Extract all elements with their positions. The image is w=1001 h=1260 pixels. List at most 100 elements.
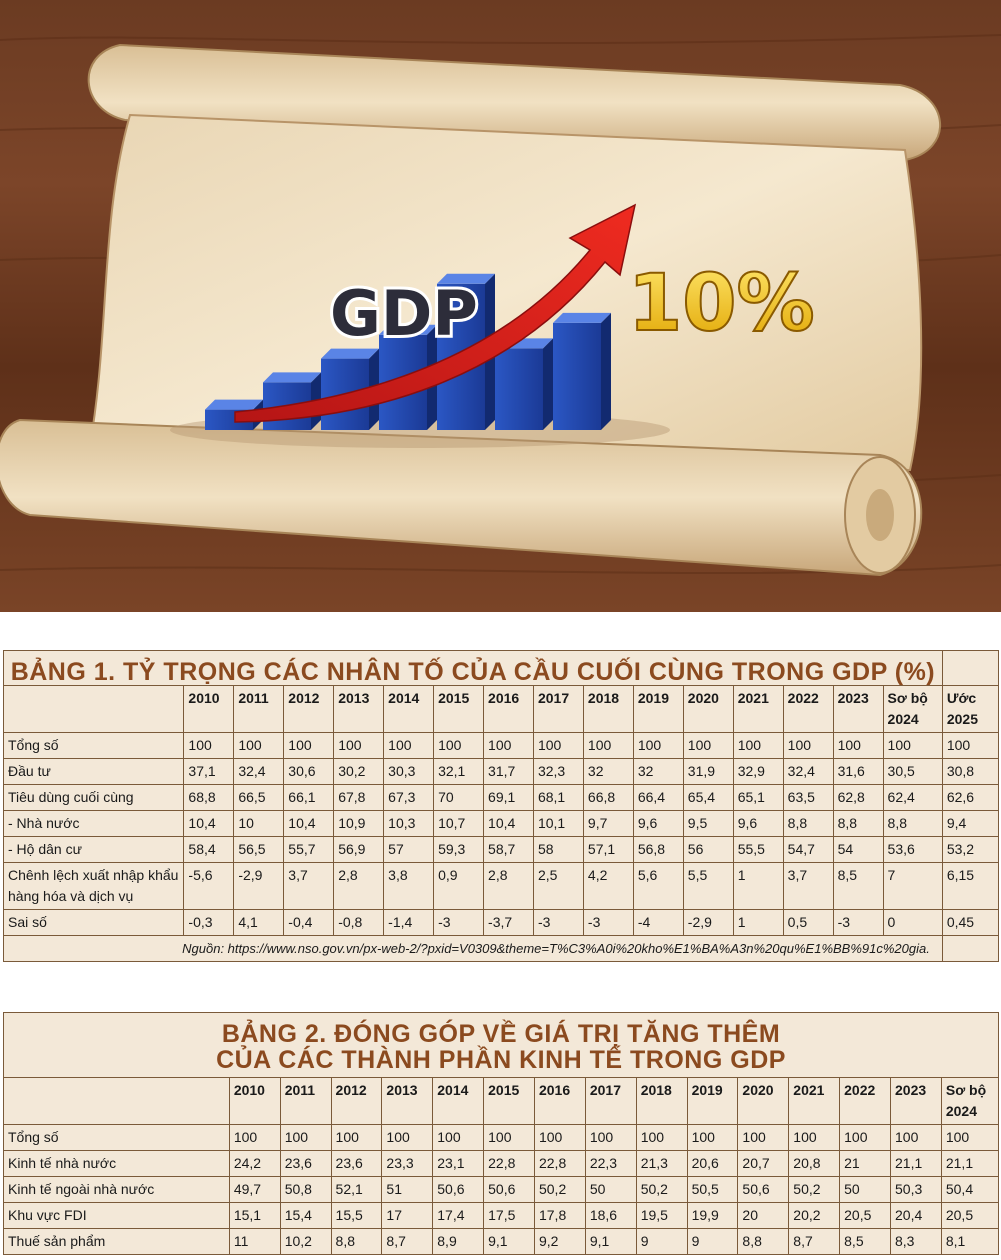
table-cell: 3,7 [782, 862, 834, 910]
table-cell: 56,9 [333, 836, 385, 863]
table-row: Chênh lệch xuất nhập khẩu hàng hóa và dị… [2, 862, 1000, 910]
table-cell: 100 [832, 732, 884, 759]
table1-col-header: 2012 [283, 685, 335, 733]
table-2: BẢNG 2. ĐÓNG GÓP VỀ GIÁ TRỊ TĂNG THÊM CỦ… [3, 1012, 1000, 1255]
table-cell: 9,2 [533, 1228, 586, 1255]
table-1-source: Nguồn: https://www.nso.gov.vn/px-web-2/?… [3, 935, 943, 962]
table-cell: 100 [839, 1124, 891, 1151]
table-cell: 31,9 [682, 758, 734, 785]
table-cell: 50,3 [890, 1176, 942, 1203]
table-cell: 8,3 [890, 1228, 942, 1255]
table-cell: -3 [532, 909, 584, 936]
row-label: Đầu tư [2, 758, 185, 785]
table-cell: 54,7 [782, 836, 834, 863]
table-row: Sai số -0,3 4,1 -0,4 -0,8 -1,4 -3 -3,7 -3 -3 -4 -2,… [2, 909, 1000, 936]
table-cell: 21,1 [940, 1150, 1000, 1177]
table-cell: 32,9 [732, 758, 784, 785]
table-cell: 10 [233, 810, 285, 837]
table1-col-header: 2022 [782, 685, 834, 733]
row-label: Kinh tế nhà nước [3, 1150, 230, 1177]
table-cell: 9,5 [682, 810, 734, 837]
table-cell: 100 [941, 732, 1000, 759]
table2-col-header: 2023 [890, 1077, 942, 1125]
table-cell: 100 [788, 1124, 841, 1151]
table2-col-header: 2017 [584, 1077, 637, 1125]
table-cell: 9,1 [483, 1228, 535, 1255]
table-cell: 30,5 [882, 758, 943, 785]
table-cell: 17,4 [432, 1202, 485, 1229]
table-cell: 100 [584, 1124, 637, 1151]
table-cell: 31,6 [832, 758, 884, 785]
table-cell: 23,6 [330, 1150, 383, 1177]
table2-col-header: 2021 [788, 1077, 841, 1125]
table-cell: 17 [381, 1202, 434, 1229]
bar-top [263, 372, 321, 383]
table-cell: 17,5 [483, 1202, 535, 1229]
table2-col-header: 2020 [737, 1077, 790, 1125]
table-cell: 100 [228, 1124, 281, 1151]
table-cell: 22,8 [533, 1150, 586, 1177]
table-cell: 32,4 [782, 758, 834, 785]
table-cell: -1,4 [383, 909, 435, 936]
row-label: Tiêu dùng cuối cùng [2, 784, 185, 811]
table-cell: 63,5 [782, 784, 834, 811]
table-cell: -0,8 [333, 909, 385, 936]
table-cell: -3 [832, 909, 884, 936]
table-cell: 59,3 [433, 836, 485, 863]
table-cell: 50,2 [533, 1176, 586, 1203]
table-cell: 0,45 [941, 909, 1000, 936]
table-cell: -3 [582, 909, 634, 936]
percent-label: 10% [628, 259, 815, 349]
table-cell: -4 [632, 909, 684, 936]
table2-col-header: 2011 [279, 1077, 332, 1125]
table-cell: 100 [283, 732, 335, 759]
table2-col-header: 2016 [533, 1077, 586, 1125]
table-cell: 10,1 [532, 810, 584, 837]
table-cell: 20,2 [788, 1202, 841, 1229]
table-cell: 58 [532, 836, 584, 863]
table-cell: 49,7 [228, 1176, 281, 1203]
table-cell: 50,6 [432, 1176, 485, 1203]
table-cell: 2,5 [532, 862, 584, 910]
scroll-roll-core [866, 489, 894, 541]
table-cell: 30,3 [383, 758, 435, 785]
table-cell: 8,5 [839, 1228, 891, 1255]
table-cell: 58,4 [183, 836, 235, 863]
table-cell: 15,5 [330, 1202, 383, 1229]
table-row: Thuế sản phẩm 11 10,2 8,8 8,7 8,9 9,1 9,2 9,1 9 9 8… [3, 1228, 1000, 1255]
table-cell: 3,8 [383, 862, 435, 910]
table-cell: 9 [686, 1228, 739, 1255]
row-label: Sai số [2, 909, 185, 936]
table-cell: 53,6 [882, 836, 943, 863]
table-cell: 10,9 [333, 810, 385, 837]
red-arrow-icon [234, 203, 637, 423]
table-cell: 50,2 [635, 1176, 688, 1203]
table-cell: 22,8 [483, 1150, 535, 1177]
table2-col-header: 2022 [839, 1077, 891, 1125]
table1-col-header: 2016 [483, 685, 534, 733]
row-label: Thuế sản phẩm [3, 1228, 230, 1255]
table1-col-header: 2017 [532, 685, 584, 733]
table-cell: 20 [737, 1202, 790, 1229]
table-cell: 100 [635, 1124, 688, 1151]
table-row: - Nhà nước 10,4 10 10,4 10,9 10,3 10,7 10,4 10,1… [2, 810, 1000, 837]
table-cell: 8,8 [330, 1228, 383, 1255]
table-cell: 32,3 [532, 758, 584, 785]
table-cell: 100 [233, 732, 285, 759]
table-1-title: BẢNG 1. TỶ TRỌNG CÁC NHÂN TỐ CỦA CẦU CUỐ… [3, 650, 943, 686]
table-row: Tổng số 100 100 100 100 100 100 100 100 100 100 100… [3, 1124, 1000, 1151]
table-cell: 51 [381, 1176, 434, 1203]
table-cell: 17,8 [533, 1202, 586, 1229]
table-row: - Hộ dân cư 58,4 56,5 55,7 56,9 57 59,3 58,7 58 5… [2, 836, 1000, 863]
table-cell: 66,8 [582, 784, 634, 811]
table-cell: 50 [584, 1176, 637, 1203]
table-cell: 10,2 [279, 1228, 332, 1255]
table1-col-header: 2011 [233, 685, 285, 733]
table-cell: 62,8 [832, 784, 884, 811]
table-cell: 55,7 [283, 836, 335, 863]
table-cell: 3,7 [283, 862, 335, 910]
table-cell: 70 [433, 784, 485, 811]
table-cell: 1 [732, 909, 784, 936]
row-label: Chênh lệch xuất nhập khẩu hàng hóa và dị… [2, 862, 185, 910]
table-cell: 100 [732, 732, 784, 759]
